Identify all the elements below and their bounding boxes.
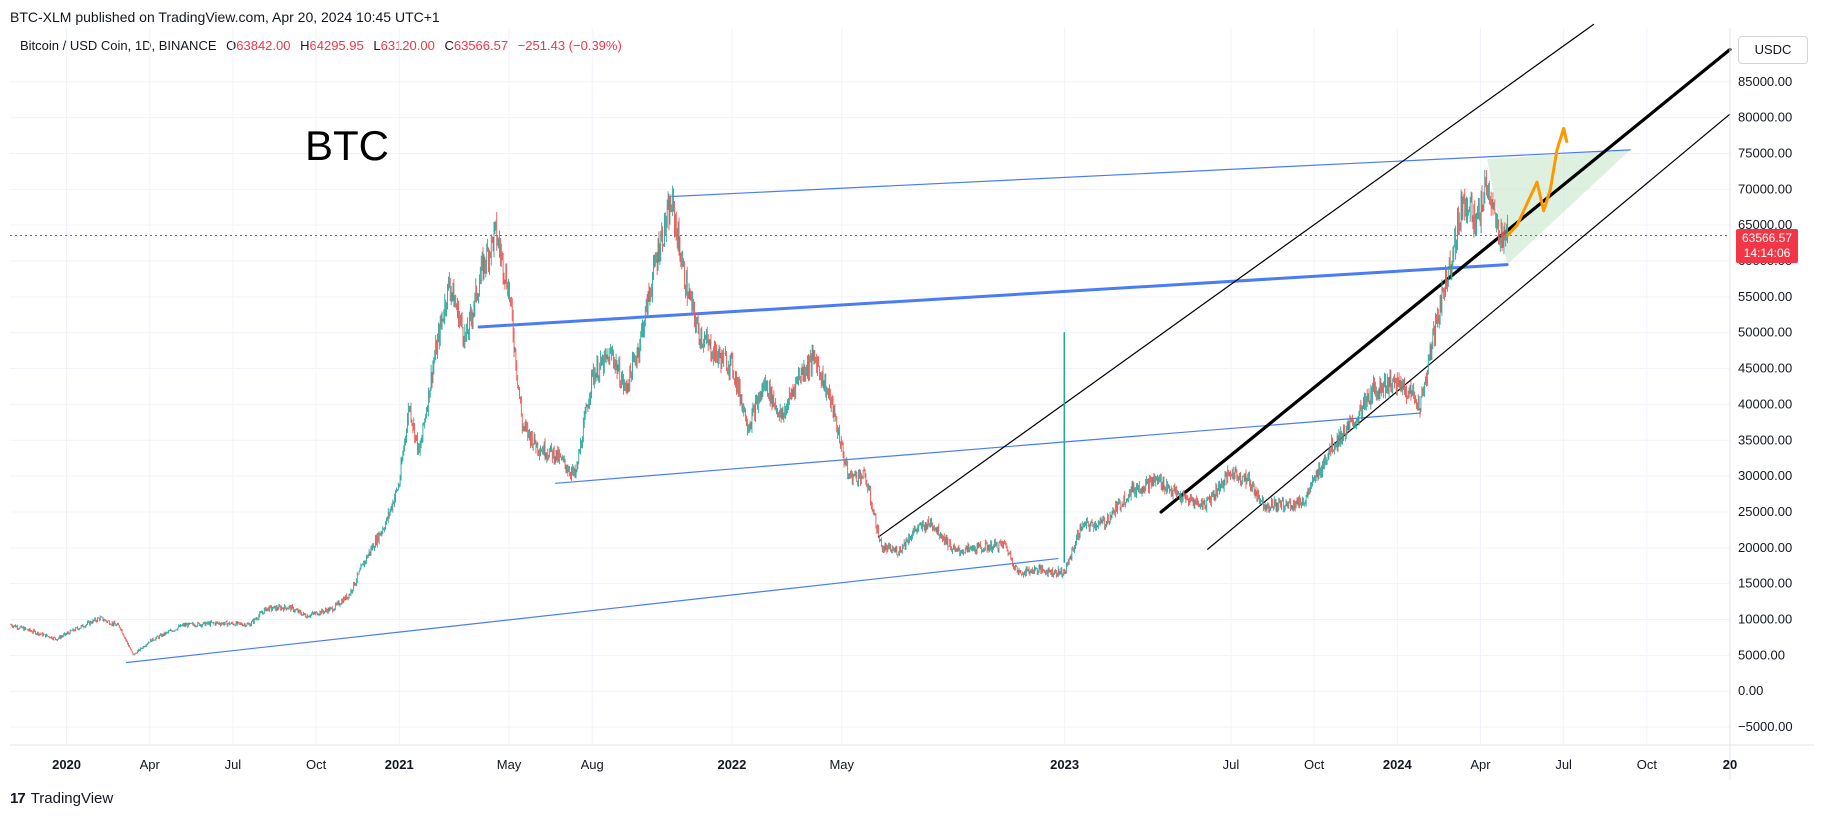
y-tick-label: 30000.00 (1738, 468, 1792, 483)
y-tick-label: 80000.00 (1738, 110, 1792, 125)
low-label: L (373, 38, 381, 53)
open-label: O (226, 38, 237, 53)
x-tick-label: 2023 (1050, 757, 1079, 772)
projection-line (1505, 126, 1569, 237)
symbol-name[interactable]: Bitcoin / USD Coin, 1D, BINANCE (20, 38, 217, 53)
price-series (10, 126, 1569, 656)
y-tick-label: 10000.00 (1738, 612, 1792, 627)
x-tick-label: 2022 (717, 757, 746, 772)
tradingview-logo-icon: 17 (10, 790, 26, 807)
symbol-legend: Bitcoin / USD Coin, 1D, BINANCE O63842.0… (20, 38, 622, 53)
y-tick-label: −5000.00 (1738, 719, 1793, 734)
y-tick-label: 15000.00 (1738, 576, 1792, 591)
open-value: 63842.00 (236, 38, 291, 53)
countdown-timer: 14:14:06 (1743, 246, 1791, 260)
y-tick-label: 55000.00 (1738, 289, 1792, 304)
x-tick-label: Apr (1470, 757, 1491, 772)
projection-zone (1487, 149, 1631, 265)
y-tick-label: 85000.00 (1738, 74, 1792, 89)
y-tick-label: 40000.00 (1738, 396, 1792, 411)
trend-drawings (10, 23, 1732, 664)
x-tick-label: May (497, 757, 522, 772)
x-tick-label: Jul (225, 757, 242, 772)
change-value: −251.43 (−0.39%) (517, 38, 622, 53)
x-tick-label: Jul (1223, 757, 1240, 772)
x-tick-label: 2020 (52, 757, 81, 772)
x-tick-label: 2024 (1383, 757, 1413, 772)
published-line: BTC-XLM published on TradingView.com, Ap… (10, 9, 440, 25)
top-resistance (671, 149, 1631, 198)
long-term-support (125, 557, 1059, 664)
x-tick-label: Aug (581, 757, 604, 772)
x-tick-label: Jul (1555, 757, 1572, 772)
y-tick-label: 5000.00 (1738, 647, 1785, 662)
close-value: 63566.57 (453, 38, 509, 53)
y-tick-label: 70000.00 (1738, 181, 1792, 196)
chart-grid (10, 28, 1731, 745)
y-tick-label: 50000.00 (1738, 325, 1792, 340)
brand-name: TradingView (30, 790, 114, 807)
thick-blue-trendline (477, 263, 1509, 329)
x-tick-label: 20 (1723, 757, 1737, 772)
y-tick-label: 25000.00 (1738, 504, 1792, 519)
price-axis: −5000.00 0.00 5000.00 10000.00 15000.00 20000… (1729, 28, 1793, 780)
x-tick-label: Oct (1304, 757, 1325, 772)
channel-lower (1207, 113, 1731, 550)
y-tick-label: 20000.00 (1738, 540, 1792, 555)
x-tick-label: Oct (1637, 757, 1658, 772)
x-tick-label: Oct (306, 757, 327, 772)
currency-button[interactable]: USDC (1738, 36, 1808, 64)
y-tick-label: 35000.00 (1738, 432, 1792, 447)
btc-annotation: BTC (305, 122, 389, 169)
time-axis: 2020 Apr Jul Oct 2021 May Aug 2022 May 2023 Jul Oct… (10, 744, 1814, 772)
y-tick-label: 75000.00 (1738, 145, 1792, 160)
last-price-tag: 63566.57 14:14:06 (1736, 229, 1798, 263)
footer-brand[interactable]: 17 TradingView (10, 790, 113, 807)
low-value: 63120.00 (380, 38, 435, 53)
high-value: 64295.95 (309, 38, 364, 53)
x-tick-label: May (829, 757, 854, 772)
close-label: C (444, 38, 454, 53)
high-label: H (300, 38, 310, 53)
last-price-value: 63566.57 (1741, 231, 1793, 245)
x-tick-label: 2021 (385, 757, 414, 772)
y-tick-label: 0.00 (1738, 683, 1763, 698)
x-tick-label: Apr (140, 757, 161, 772)
projection-zone-area (1487, 149, 1631, 265)
y-tick-label: 45000.00 (1738, 361, 1792, 376)
channel-upper (877, 23, 1595, 538)
y-tick-label: 65000.00 (1738, 217, 1792, 232)
mid-channel-line (555, 412, 1422, 484)
